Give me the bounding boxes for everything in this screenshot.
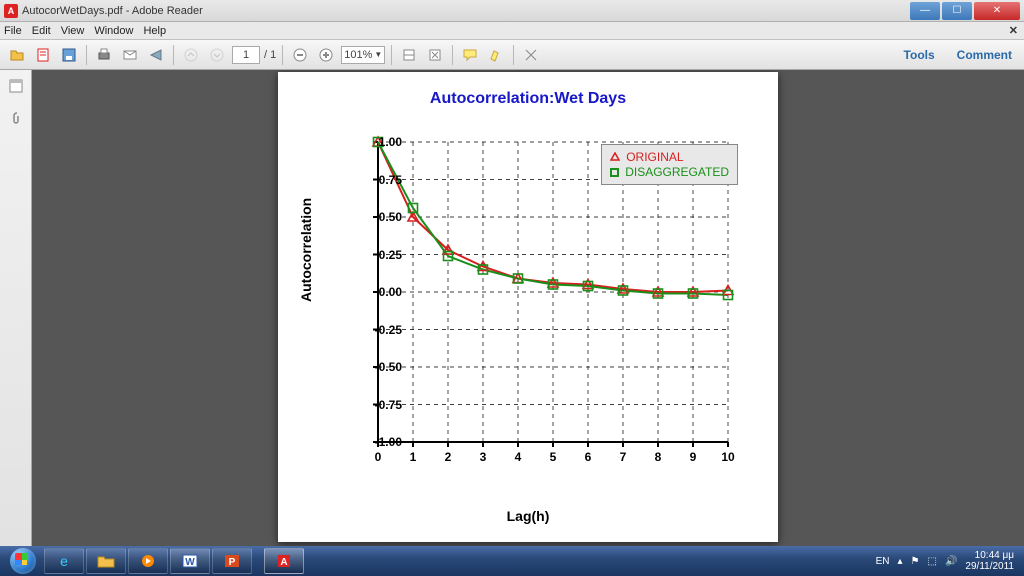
tray-clock[interactable]: 10:44 μμ 29/11/2011	[965, 550, 1014, 572]
y-tick: 0.00	[379, 285, 402, 299]
y-tick: 1.00	[379, 135, 402, 149]
x-tick: 1	[410, 450, 417, 464]
x-tick: 6	[585, 450, 592, 464]
comment-icon[interactable]	[459, 44, 481, 66]
fit-width-icon[interactable]	[398, 44, 420, 66]
taskbar-media[interactable]	[128, 548, 168, 574]
email-icon[interactable]	[119, 44, 141, 66]
y-tick: -0.25	[375, 323, 402, 337]
y-tick: 0.75	[379, 173, 402, 187]
legend-original: ORIGINAL	[626, 150, 683, 164]
fit-page-icon[interactable]	[424, 44, 446, 66]
windows-taskbar: e W P A EN ▴ ⚑ ⬚ 🔊 10:44 μμ 29/11/2011	[0, 546, 1024, 576]
tray-lang[interactable]: EN	[876, 556, 890, 567]
zoom-input[interactable]: 101%▼	[341, 46, 385, 64]
menu-help[interactable]: Help	[143, 25, 166, 37]
pdf-page: Autocorrelation:Wet Days Autocorrelation…	[278, 72, 778, 542]
create-pdf-icon[interactable]	[32, 44, 54, 66]
taskbar-word[interactable]: W	[170, 548, 210, 574]
attachments-icon[interactable]	[6, 108, 26, 128]
menu-edit[interactable]: Edit	[32, 25, 51, 37]
y-axis-label: Autocorrelation	[298, 198, 314, 302]
taskbar-explorer[interactable]	[86, 548, 126, 574]
y-tick: 0.25	[379, 248, 402, 262]
comment-button[interactable]: Comment	[951, 46, 1018, 64]
svg-text:A: A	[280, 557, 287, 568]
x-tick: 3	[480, 450, 487, 464]
x-tick: 4	[515, 450, 522, 464]
page-number-input[interactable]: 1	[232, 46, 260, 64]
chart-legend: ORIGINAL DISAGGREGATED	[601, 144, 738, 185]
menu-bar: File Edit View Window Help	[0, 22, 1024, 40]
system-tray: EN ▴ ⚑ ⬚ 🔊 10:44 μμ 29/11/2011	[876, 550, 1020, 572]
taskbar-ie[interactable]: e	[44, 548, 84, 574]
y-tick: -0.75	[375, 398, 402, 412]
svg-text:P: P	[229, 557, 236, 568]
highlight-icon[interactable]	[485, 44, 507, 66]
minimize-button[interactable]: —	[910, 2, 940, 20]
taskbar-reader[interactable]: A	[264, 548, 304, 574]
read-mode-icon[interactable]	[520, 44, 542, 66]
page-up-icon[interactable]	[180, 44, 202, 66]
zoom-in-icon[interactable]	[315, 44, 337, 66]
menu-window[interactable]: Window	[94, 25, 133, 37]
x-tick: 8	[655, 450, 662, 464]
tray-flag-icon[interactable]: ⚑	[911, 556, 920, 567]
print-icon[interactable]	[93, 44, 115, 66]
legend-disagg: DISAGGREGATED	[625, 165, 729, 179]
x-tick: 0	[375, 450, 382, 464]
x-tick: 10	[721, 450, 734, 464]
tray-network-icon[interactable]: ⬚	[928, 556, 937, 567]
close-button[interactable]: ✕	[974, 2, 1020, 20]
maximize-button[interactable]: ☐	[942, 2, 972, 20]
x-tick: 7	[620, 450, 627, 464]
menu-file[interactable]: File	[4, 25, 22, 37]
toolbar: 1 / 1 101%▼ Tools Comment	[0, 40, 1024, 70]
x-tick: 5	[550, 450, 557, 464]
y-tick: 0.50	[379, 210, 402, 224]
x-tick: 9	[690, 450, 697, 464]
document-close-icon[interactable]: ✕	[1009, 24, 1018, 37]
page-down-icon[interactable]	[206, 44, 228, 66]
window-title: AutocorWetDays.pdf - Adobe Reader	[22, 5, 203, 17]
x-axis-label: Lag(h)	[278, 508, 778, 524]
document-viewport: Autocorrelation:Wet Days Autocorrelation…	[0, 70, 1024, 546]
y-tick: -0.50	[375, 360, 402, 374]
chart-title: Autocorrelation:Wet Days	[278, 72, 778, 108]
tools-button[interactable]: Tools	[898, 46, 941, 64]
chart-plot: ORIGINAL DISAGGREGATED	[368, 132, 738, 472]
x-tick: 2	[445, 450, 452, 464]
start-button[interactable]	[4, 547, 42, 575]
save-icon[interactable]	[58, 44, 80, 66]
share-icon[interactable]	[145, 44, 167, 66]
y-tick: -1.00	[375, 435, 402, 449]
thumbnails-icon[interactable]	[6, 76, 26, 96]
tray-volume-icon[interactable]: 🔊	[945, 556, 957, 567]
open-icon[interactable]	[6, 44, 28, 66]
menu-view[interactable]: View	[61, 25, 85, 37]
tray-arrow-icon[interactable]: ▴	[898, 556, 903, 567]
app-icon: A	[4, 4, 18, 18]
page-total: / 1	[264, 49, 276, 61]
navigation-pane	[0, 70, 32, 546]
zoom-out-icon[interactable]	[289, 44, 311, 66]
svg-text:W: W	[185, 557, 195, 568]
window-titlebar: A AutocorWetDays.pdf - Adobe Reader — ☐ …	[0, 0, 1024, 22]
taskbar-ppt[interactable]: P	[212, 548, 252, 574]
